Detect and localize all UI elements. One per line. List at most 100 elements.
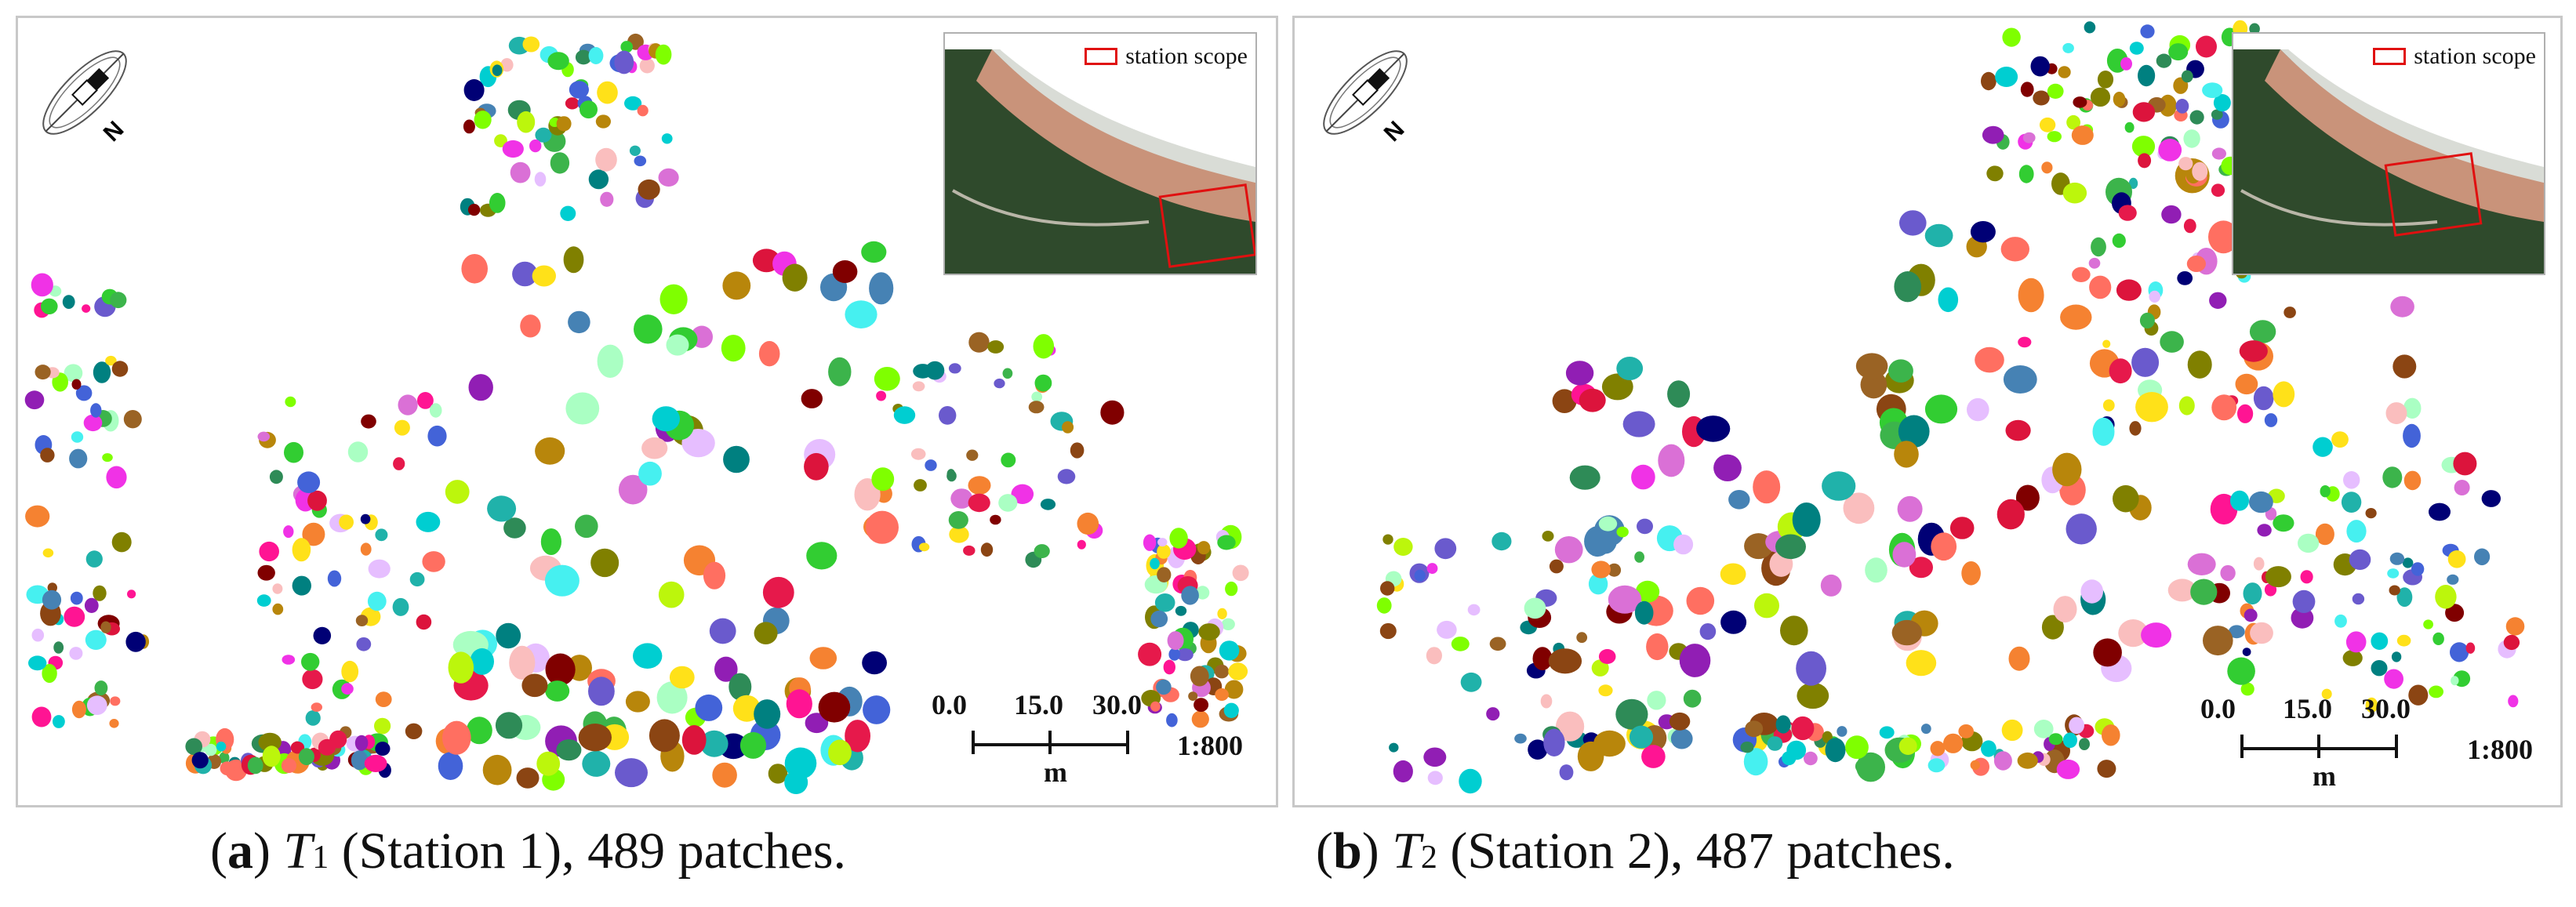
patch bbox=[1775, 715, 1791, 734]
patch bbox=[732, 695, 761, 722]
patch bbox=[1157, 538, 1168, 547]
patch bbox=[2227, 657, 2255, 685]
patch bbox=[470, 648, 494, 675]
location-inset-b: station scope bbox=[2232, 32, 2545, 275]
patch bbox=[1930, 741, 1946, 756]
patch bbox=[71, 700, 86, 719]
patch bbox=[468, 374, 493, 401]
patch bbox=[754, 699, 781, 729]
patch bbox=[262, 746, 281, 767]
patch bbox=[448, 651, 474, 684]
patch bbox=[1856, 752, 1885, 782]
patch bbox=[474, 111, 492, 129]
patch bbox=[510, 161, 531, 183]
caption-letter: b bbox=[1332, 822, 1362, 880]
patch bbox=[205, 743, 217, 756]
caption-text: (Station 2), 487 patches. bbox=[1437, 822, 1955, 880]
patch bbox=[522, 36, 540, 53]
patch bbox=[1631, 464, 1655, 490]
patch bbox=[912, 381, 925, 392]
patch bbox=[1822, 471, 1856, 501]
patch bbox=[1217, 535, 1236, 550]
patch bbox=[1607, 563, 1622, 577]
patch bbox=[1427, 771, 1443, 785]
patch bbox=[968, 493, 990, 513]
patch bbox=[556, 116, 572, 132]
patch bbox=[2140, 24, 2155, 38]
patch bbox=[2321, 688, 2332, 699]
patch bbox=[2411, 562, 2425, 576]
patch bbox=[762, 576, 794, 608]
patch bbox=[427, 425, 447, 447]
patch bbox=[2089, 275, 2112, 299]
patch bbox=[1138, 642, 1162, 666]
patch bbox=[1077, 539, 1086, 550]
patch bbox=[307, 490, 327, 511]
patch bbox=[2213, 94, 2231, 112]
patch bbox=[1554, 536, 1583, 564]
patch bbox=[259, 541, 280, 562]
patch bbox=[529, 139, 542, 153]
patch bbox=[1909, 557, 1933, 579]
patch bbox=[1591, 561, 1611, 579]
location-inset-a: station scope bbox=[943, 32, 1257, 275]
patch bbox=[1577, 741, 1604, 771]
patch bbox=[1154, 593, 1175, 612]
patch bbox=[492, 64, 503, 76]
patch bbox=[2239, 340, 2268, 362]
patch bbox=[1228, 662, 1248, 680]
patch bbox=[93, 361, 111, 383]
patch bbox=[966, 449, 979, 461]
patch bbox=[1528, 739, 1548, 760]
patch bbox=[990, 514, 1001, 525]
patch bbox=[2403, 470, 2422, 491]
patch bbox=[633, 643, 663, 669]
patch bbox=[42, 590, 62, 610]
patch bbox=[42, 548, 54, 558]
patch bbox=[634, 155, 647, 167]
patch bbox=[948, 511, 968, 529]
patch bbox=[863, 695, 891, 724]
patch bbox=[786, 689, 812, 719]
patch bbox=[1646, 633, 1669, 661]
patch bbox=[1489, 637, 1506, 651]
patch bbox=[127, 590, 136, 599]
patch bbox=[1232, 564, 1249, 582]
patch bbox=[2018, 165, 2034, 183]
patch bbox=[2250, 622, 2273, 644]
patch bbox=[1888, 359, 1913, 383]
patch bbox=[893, 406, 916, 424]
patch bbox=[2342, 649, 2363, 666]
patch bbox=[1825, 738, 1846, 763]
patch bbox=[1167, 631, 1184, 651]
patch bbox=[578, 724, 612, 752]
patch bbox=[220, 761, 234, 775]
patch bbox=[2453, 452, 2477, 476]
patch bbox=[516, 767, 540, 789]
patch bbox=[2138, 153, 2152, 169]
patch bbox=[2429, 685, 2443, 698]
patch bbox=[2113, 92, 2126, 107]
patch bbox=[2160, 331, 2184, 353]
patch bbox=[290, 741, 305, 754]
patch bbox=[2253, 557, 2265, 571]
legend-swatch bbox=[1085, 48, 1118, 65]
patch bbox=[1775, 534, 1806, 560]
patch bbox=[2331, 431, 2349, 448]
patch bbox=[1892, 542, 1917, 568]
patch bbox=[1532, 647, 1553, 670]
patch bbox=[41, 298, 58, 314]
patch bbox=[1191, 710, 1209, 728]
patch bbox=[354, 735, 369, 751]
patch bbox=[111, 361, 129, 377]
patch bbox=[110, 292, 127, 309]
patch bbox=[2365, 508, 2377, 519]
satellite-thumbnail-b bbox=[2233, 34, 2544, 274]
patch bbox=[1598, 516, 1618, 532]
patch bbox=[2343, 471, 2360, 489]
patch bbox=[637, 104, 649, 117]
patch bbox=[398, 394, 418, 415]
scale-tick-15: 15.0 bbox=[1014, 689, 1063, 720]
patch bbox=[2450, 642, 2469, 662]
patch bbox=[866, 510, 899, 544]
